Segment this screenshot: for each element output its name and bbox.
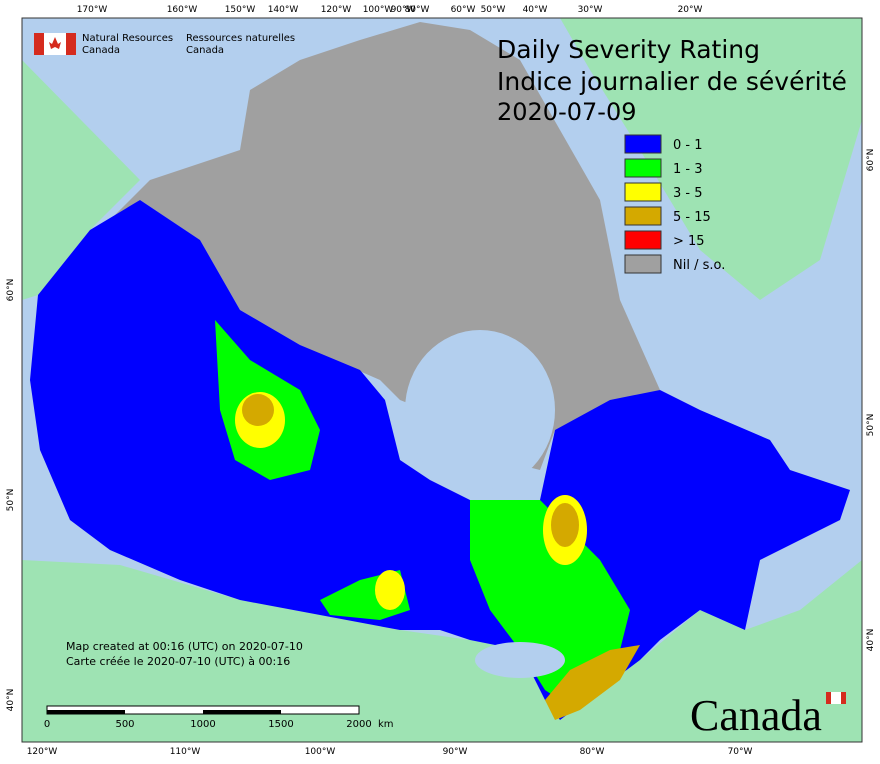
agency-fr: Ressources naturelles Canada [186,33,295,56]
graticule-bottom: 100°W [305,747,336,757]
scale-bar [47,710,125,714]
scale-bar [203,710,281,714]
graticule-left: 50°N [6,489,16,512]
graticule-right: 40°N [866,629,876,652]
scale-label: 500 [115,719,134,730]
graticule-top: 150°W [225,5,256,15]
legend-label: 5 - 15 [673,210,711,225]
canada-low [30,200,850,720]
graticule-bottom: 70°W [728,747,753,757]
graticule-top: 170°W [77,5,108,15]
legend-swatch [624,206,662,226]
graticule-top: 20°W [678,5,703,15]
scale-label: 0 [44,719,50,730]
alaska [22,60,140,300]
graticule-bottom: 90°W [443,747,468,757]
graticule-top: 140°W [268,5,299,15]
graticule-left: 60°N [6,279,16,302]
legend-swatch [624,254,662,274]
graticule-top: 40°W [523,5,548,15]
scale-label: 1000 [190,719,215,730]
fire-zone [551,503,579,547]
legend-label: 0 - 1 [673,138,703,153]
great-lakes [475,642,565,678]
scale-label: 1500 [268,719,293,730]
flag [49,37,61,49]
fire-zone [375,570,405,610]
frame [21,17,863,743]
created-en: Map created at 00:16 (UTC) on 2020-07-10 [66,640,303,653]
graticule-top: 160°W [167,5,198,15]
legend-swatch [624,158,662,178]
graticule-top: 90°W [391,5,416,15]
graticule-top: 50°W [481,5,506,15]
graticule-top: 30°W [578,5,603,15]
agency-en: Natural Resources Canada [82,33,173,56]
graticule-bottom: 110°W [170,747,201,757]
graticule-top: 100°W [363,5,394,15]
title-fr: Indice journalier de sévérité [497,67,847,96]
graticule-bottom: 80°W [580,747,605,757]
fire-zone [242,394,274,426]
graticule-top: 80°W [405,5,430,15]
flag [34,33,44,55]
legend-label: 3 - 5 [673,186,703,201]
greenland [560,18,862,300]
flag [66,33,76,55]
graticule-left: 40°N [6,689,16,712]
graticule-top: 120°W [321,5,352,15]
title-en: Daily Severity Rating [497,35,760,64]
fire-zone [545,645,640,720]
scale-unit: km [378,719,394,730]
usa [22,560,862,742]
legend-label: > 15 [673,234,705,249]
hudson-bay [405,330,555,490]
date: 2020-07-09 [497,98,636,126]
graticule-bottom: 120°W [27,747,58,757]
wordmark-flag [831,692,841,704]
graticule-top: 60°W [451,5,476,15]
wordmark: Canada [690,691,822,740]
scale-label: 2000 [346,719,371,730]
created-fr: Carte créée le 2020-07-10 (UTC) à 00:16 [66,655,290,668]
graticule-right: 60°N [866,149,876,172]
legend-label: Nil / s.o. [673,258,725,273]
fire-zone [470,500,630,700]
legend-swatch [624,230,662,250]
legend-label: 1 - 3 [673,162,703,177]
graticule-right: 50°N [866,414,876,437]
legend-swatch [624,134,662,154]
legend-swatch [624,182,662,202]
